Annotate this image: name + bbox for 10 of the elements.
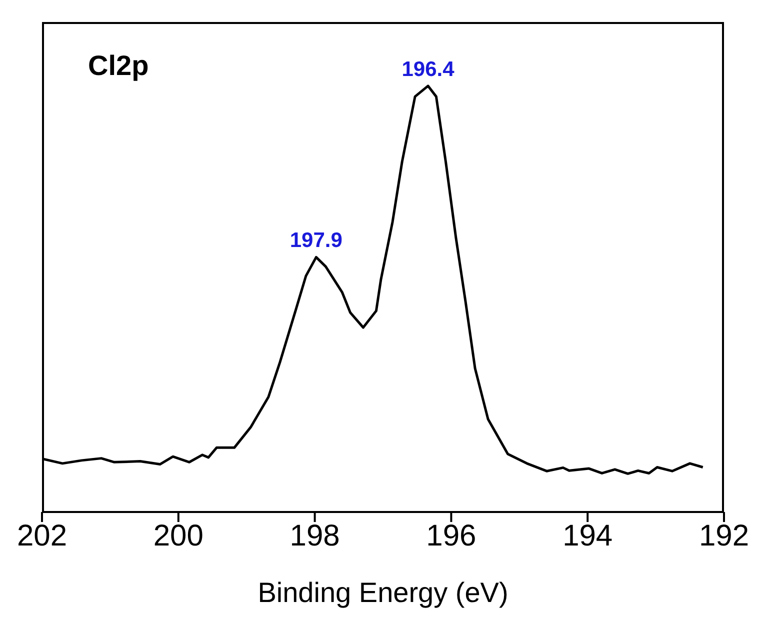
x-tick-label: 202 [16,519,68,552]
x-tick-label: 196 [426,519,476,552]
annotation: 196.4 [402,58,455,81]
x-axis-title: Binding Energy (eV) [258,577,508,608]
x-tick-label: 200 [153,519,204,552]
text: Cl2p [88,50,149,82]
x-tick-label: 192 [698,519,750,552]
x-tick-label: 198 [290,519,340,552]
annotation: 197.9 [290,229,342,252]
x-tick-label: 194 [562,519,613,552]
